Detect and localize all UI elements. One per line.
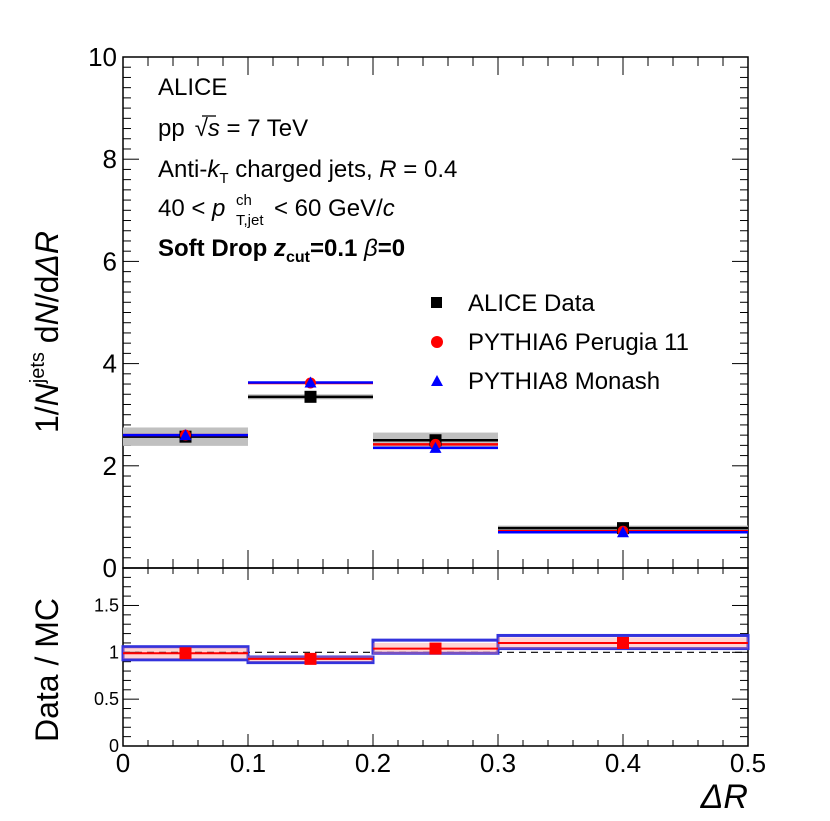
jet-algorithm-label: Anti-kT charged jets, R = 0.4 <box>158 156 457 187</box>
pythia8-point-marker <box>179 429 192 441</box>
upper-y-tick-label: 10 <box>88 42 117 72</box>
lower-y-tick-label: 1 <box>109 642 119 662</box>
x-axis-label: ΔR <box>700 778 748 816</box>
soft-drop-label: Soft Drop zcut=0.1 β=0 <box>158 235 405 266</box>
pt-range-upper: < 60 GeV/c <box>274 195 395 222</box>
x-tick-label: 0.4 <box>605 748 641 778</box>
lower-y-tick-label: 0 <box>109 736 119 756</box>
upper-y-tick-label: 8 <box>103 144 117 174</box>
x-tick-label: 0 <box>116 748 130 778</box>
upper-y-tick-label: 6 <box>103 246 117 276</box>
lower-data-marks <box>121 633 750 665</box>
upper-y-tick-label: 4 <box>103 349 117 379</box>
energy-label: pp √s = 7 TeV <box>158 115 308 142</box>
legend: ALICE Data PYTHIA6 Perugia 11 PYTHIA8 Mo… <box>431 290 689 395</box>
ratio-point-marker <box>179 647 192 660</box>
legend-label-pythia8: PYTHIA8 Monash <box>468 368 660 395</box>
x-tick-label: 0.1 <box>230 748 266 778</box>
lower-y-tick-label: 0.5 <box>94 689 119 709</box>
annotation-block: ALICE pp √s = 7 TeV Anti-kT charged jets,… <box>158 74 457 266</box>
ratio-point-marker <box>304 652 317 665</box>
lower-y-axis-label: Data / MC <box>29 598 65 742</box>
lower-axis-ticks: 0 0.1 0.2 0.3 0.4 0.5 0 0.5 1 1.5 <box>94 568 766 778</box>
upper-y-axis-label: 1/Njets dN/dΔR <box>27 231 65 433</box>
legend-marker-pythia8 <box>431 375 443 386</box>
legend-marker-alice-data <box>431 297 442 308</box>
data-point-marker <box>304 390 317 403</box>
legend-label-pythia6: PYTHIA6 Perugia 11 <box>468 329 689 356</box>
pythia8-point-marker <box>617 526 629 538</box>
experiment-label: ALICE <box>158 74 227 101</box>
pt-superscript: ch <box>236 192 252 209</box>
x-tick-label: 0.2 <box>355 748 391 778</box>
pt-range-label: 40 < p <box>158 195 225 222</box>
legend-marker-pythia6 <box>431 336 443 348</box>
ratio-point-marker <box>617 636 629 649</box>
pythia8-point-marker <box>304 376 317 388</box>
upper-y-tick-label: 2 <box>103 451 117 481</box>
pythia8-point-marker <box>429 441 442 453</box>
upper-y-tick-label: 0 <box>103 553 117 583</box>
legend-label-alice-data: ALICE Data <box>468 290 595 317</box>
x-tick-label: 0.5 <box>730 748 766 778</box>
pt-subscript: T,jet <box>236 212 264 229</box>
upper-data-marks <box>123 376 748 538</box>
upper-axis-ticks: 0 2 4 6 8 10 <box>88 42 749 583</box>
lower-y-tick-label: 1.5 <box>94 595 119 615</box>
ratio-point-marker <box>429 642 442 655</box>
x-tick-label: 0.3 <box>480 748 516 778</box>
